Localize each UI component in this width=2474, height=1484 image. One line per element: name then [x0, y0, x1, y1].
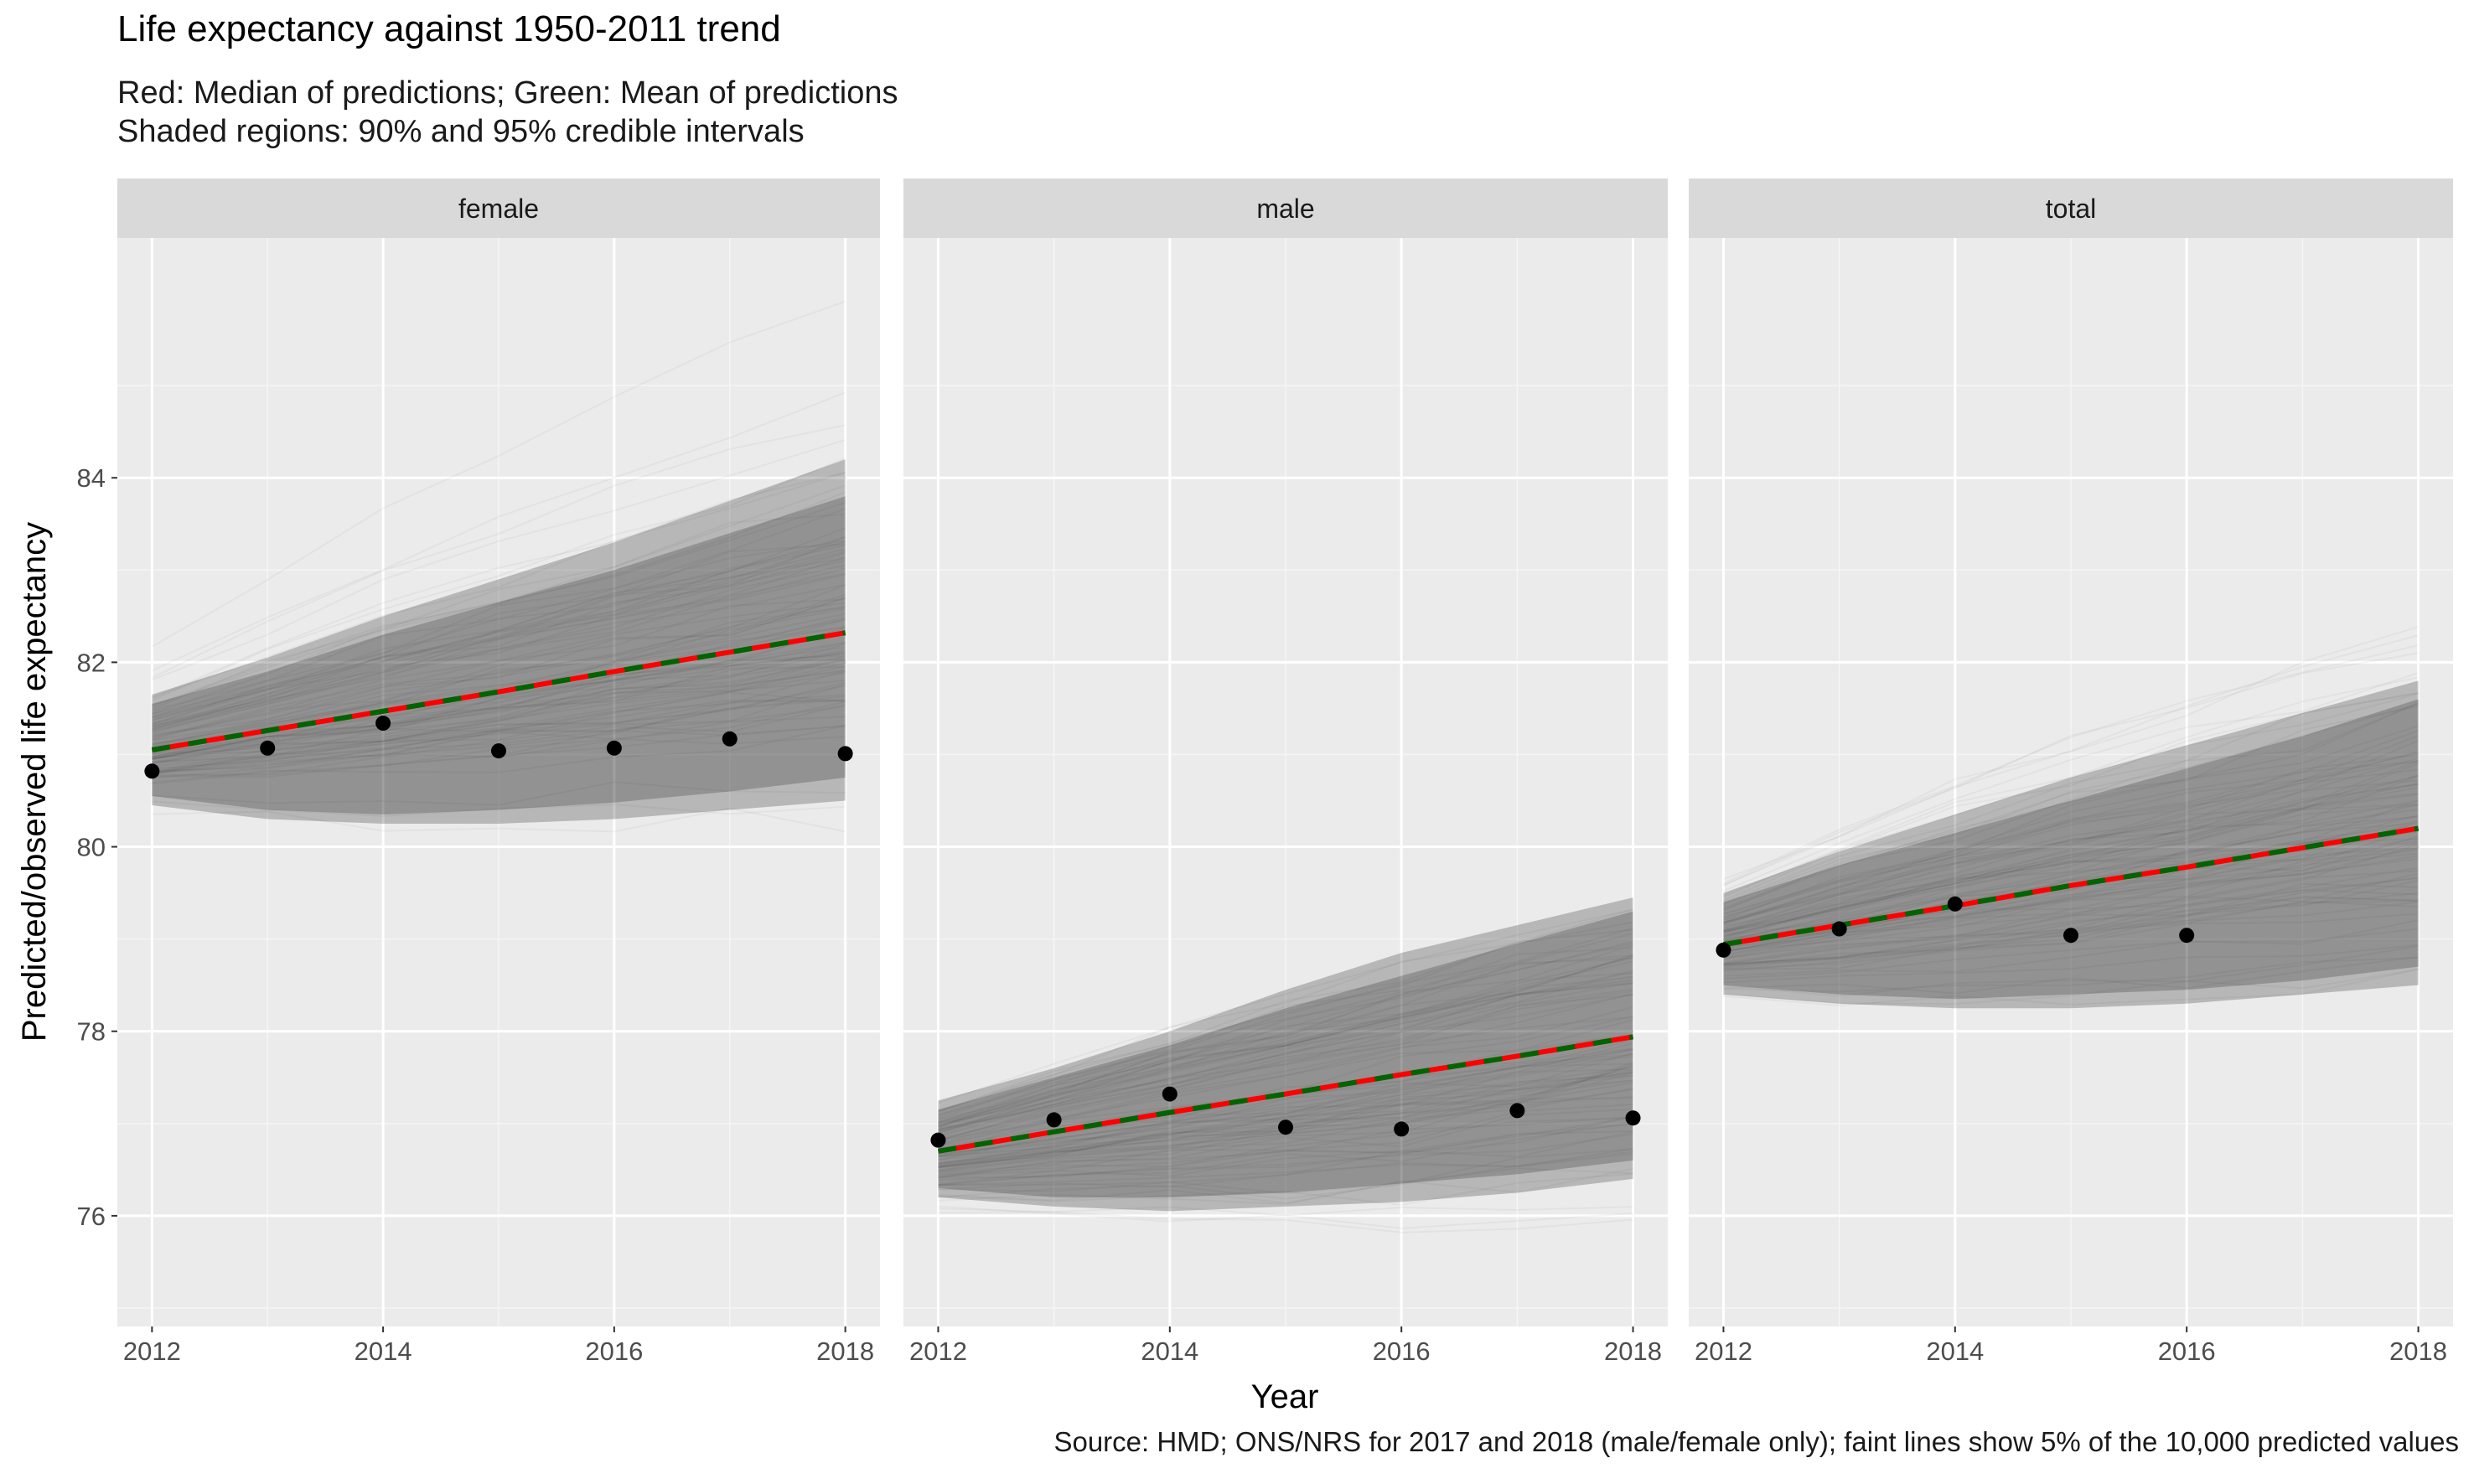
ci90-band: [1723, 699, 2419, 1000]
x-tick-label: 2014: [355, 1337, 412, 1366]
facet-panel-female: female 2012 2014 2016 2018: [117, 178, 880, 1366]
x-tick-label: 2016: [2158, 1337, 2216, 1366]
facet-strip: [117, 178, 880, 238]
observed-point: [837, 746, 853, 762]
mean-line: [937, 1034, 1634, 1154]
observed-point: [1947, 896, 1963, 912]
observed-point: [1831, 921, 1847, 937]
observed-point: [1716, 942, 1731, 958]
y-tick-label: 80: [77, 833, 106, 862]
facet-strip-label: male: [1256, 194, 1314, 224]
observed-point: [930, 1132, 946, 1148]
y-tick-label: 82: [77, 648, 106, 677]
observed-point: [2179, 928, 2195, 944]
x-tick-label: 2014: [1926, 1337, 1984, 1366]
y-tick-label: 84: [77, 463, 106, 493]
facet-panel-total: total 2012 2014 2016 2018: [1689, 178, 2453, 1366]
x-tick-label: 2018: [1604, 1337, 1662, 1366]
facet-strip-label: female: [458, 194, 539, 224]
observed-point: [1509, 1103, 1525, 1119]
ci90-band: [938, 911, 1633, 1197]
observed-point: [375, 716, 391, 732]
chart-subtitle-line-2: Shaded regions: 90% and 95% credible int…: [117, 114, 805, 149]
x-tick-label: 2012: [1695, 1337, 1752, 1366]
x-tick-label: 2016: [1373, 1337, 1431, 1366]
chart-caption: Source: HMD; ONS/NRS for 2017 and 2018 (…: [1053, 1426, 2459, 1457]
y-tick-label: 78: [77, 1017, 106, 1047]
facet-strip: [903, 178, 1668, 238]
observed-point: [144, 763, 160, 779]
observed-point: [1625, 1110, 1641, 1126]
chart-subtitle-line-1: Red: Median of predictions; Green: Mean …: [117, 75, 898, 111]
x-tick-label: 2018: [2389, 1337, 2447, 1366]
x-axis-title: Year: [1251, 1378, 1319, 1415]
observed-point: [491, 743, 506, 759]
facet-panel-male: male 2012 2014 2016 2018: [903, 178, 1668, 1366]
x-tick-label: 2012: [123, 1337, 181, 1366]
observed-point: [2063, 928, 2078, 944]
facet-strip-label: total: [2046, 194, 2096, 224]
ci95-band: [152, 459, 846, 825]
y-tick-label: 76: [77, 1202, 106, 1231]
ci90-band: [152, 496, 846, 815]
chart-title: Life expectancy against 1950-2011 trend: [117, 8, 781, 49]
observed-point: [722, 731, 738, 747]
ci95-band: [938, 897, 1633, 1212]
observed-point: [606, 740, 622, 756]
ci95-band: [1723, 680, 2419, 1009]
facet-strip: [1689, 178, 2453, 238]
observed-point: [260, 740, 276, 756]
y-axis-title: Predicted/observed life expectancy: [16, 522, 53, 1042]
mean-line: [151, 630, 846, 752]
x-tick-label: 2018: [816, 1337, 874, 1366]
x-tick-label: 2014: [1141, 1337, 1198, 1366]
x-tick-label: 2012: [909, 1337, 967, 1366]
observed-point: [1162, 1086, 1177, 1102]
observed-point: [1278, 1119, 1293, 1135]
observed-point: [1394, 1121, 1410, 1137]
x-tick-label: 2016: [585, 1337, 643, 1366]
observed-point: [1046, 1112, 1062, 1128]
